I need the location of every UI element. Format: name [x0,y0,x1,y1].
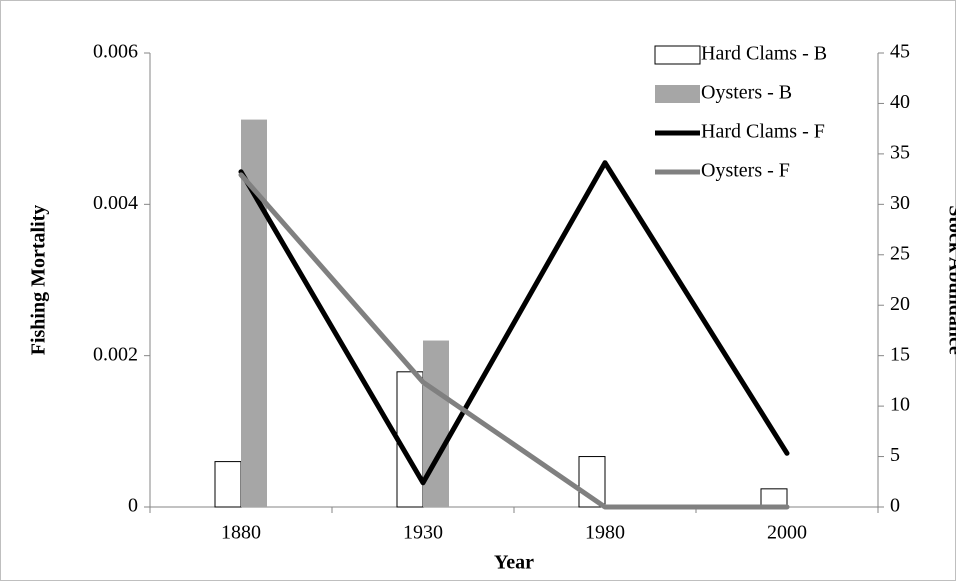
y-tick-label: 0.004 [93,192,138,214]
x-tick-label: 1930 [403,522,443,544]
y2-tick-label: 15 [890,343,910,365]
y2-tick-label: 25 [890,242,910,264]
bar [241,119,267,507]
y2-tick-label: 10 [890,394,910,416]
bar [214,461,242,508]
legend-label: Oysters - F [701,160,790,182]
legend-swatch [655,85,700,103]
bar [396,371,424,508]
y2-axis-title: Stock Abundance [944,205,956,355]
y2-tick-label: 40 [890,91,910,113]
bar [760,488,788,508]
y2-tick-label: 45 [890,41,910,63]
legend-label: Hard Clams - B [701,43,827,65]
y2-tick-label: 20 [890,293,910,315]
y2-tick-label: 5 [890,444,900,466]
legend-swatch [654,45,701,65]
legend-label: Hard Clams - F [701,121,825,143]
y2-tick-label: 0 [890,495,900,517]
legend-label: Oysters - B [701,82,792,104]
line [238,160,790,486]
x-tick-label: 1880 [221,522,261,544]
y-tick-label: 0.002 [93,343,138,365]
bar [423,340,449,507]
y-axis-title: Fishing Mortality [28,205,50,356]
x-tick-label: 1980 [585,522,625,544]
y2-tick-label: 30 [890,192,910,214]
y2-tick-label: 35 [890,141,910,163]
x-tick-label: 2000 [767,522,807,544]
line [238,172,790,510]
y-tick-label: 0.006 [93,41,138,63]
x-axis-title: Year [494,552,534,574]
y-tick-label: 0 [128,495,138,517]
